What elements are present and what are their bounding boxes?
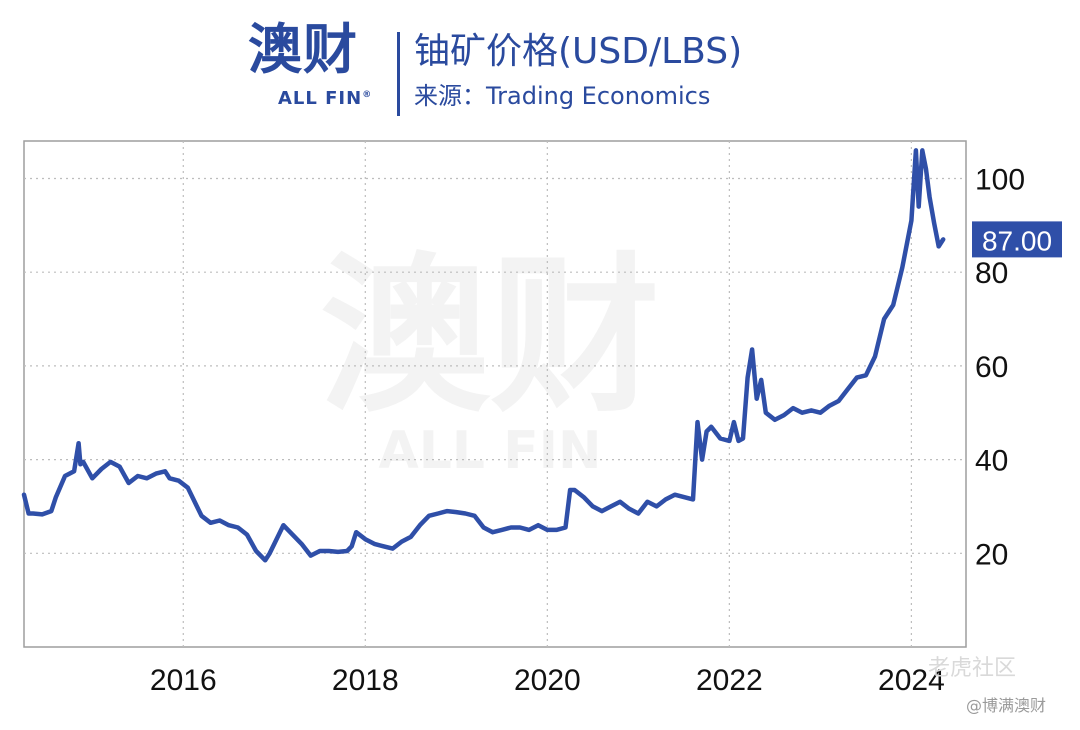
last-value-label: 87.00 [982,225,1052,256]
x-tick-label: 2016 [150,664,217,697]
series-line [21,148,946,563]
y-tick-label: 80 [975,257,1008,290]
x-tick-label: 2024 [878,664,945,697]
chart-title: 铀矿价格(USD/LBS) [414,31,743,72]
x-tick-label: 2018 [332,664,399,697]
header-divider [397,32,400,116]
y-tick-label: 40 [975,445,1008,478]
footer-note-community: 老虎社区 [928,656,1017,681]
watermark-en: ALL FIN [378,421,601,481]
x-tick-label: 2020 [514,664,581,697]
brand-logo-en: ALL FIN® [278,88,373,109]
chart-source: 来源：Trading Economics [414,82,711,110]
y-tick-label: 60 [975,351,1008,384]
x-tick-label: 2022 [696,664,763,697]
footer-note-author: @博满澳财 [966,696,1047,715]
header: 澳财 ALL FIN® 铀矿价格(USD/LBS) 来源：Trading Eco… [0,0,1080,135]
watermark-cn: 澳财 [320,238,660,436]
brand-logo-cn: 澳财 [248,18,358,81]
plot-frame [23,140,967,648]
y-tick-label: 100 [975,163,1025,196]
y-tick-label: 20 [975,538,1008,571]
last-value-badge [972,221,1062,258]
